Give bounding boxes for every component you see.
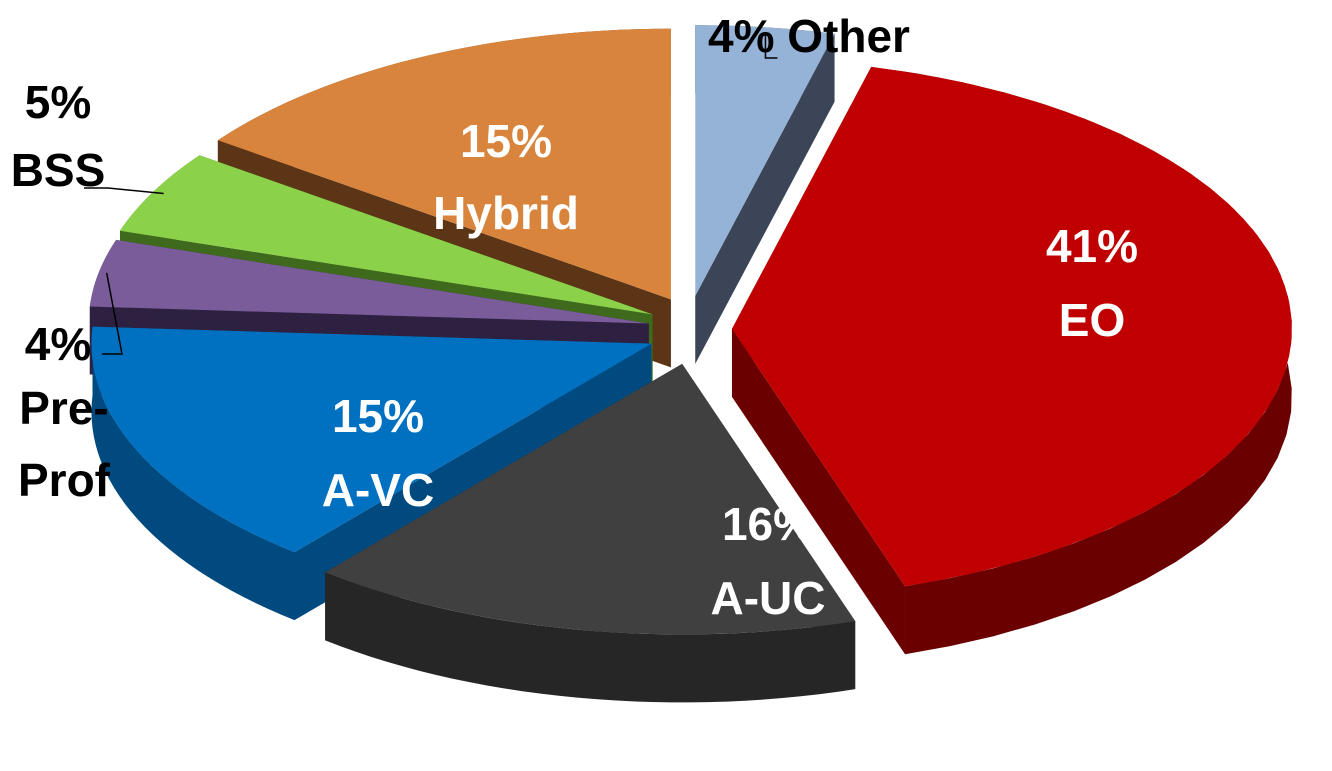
label-other: 4% Other xyxy=(708,10,910,62)
label-bss-value: 5% xyxy=(25,76,91,128)
leader-other xyxy=(764,33,778,59)
slice-side-a-uc xyxy=(325,572,856,703)
slice-wall-other-1 xyxy=(695,33,835,364)
slice-a-uc xyxy=(325,363,856,635)
label-hybrid-value: 15% xyxy=(460,115,552,167)
slice-hybrid xyxy=(217,28,671,300)
label-auc-value: 16% xyxy=(722,498,814,550)
pie-slice-tops xyxy=(89,25,1292,635)
slice-other xyxy=(695,25,835,296)
label-auc-name: A-UC xyxy=(711,572,826,624)
leader-lines xyxy=(84,33,778,355)
label-preprof-name-2: Prof xyxy=(18,454,111,506)
label-preprof-value: 4% xyxy=(25,318,91,370)
label-avc-value: 15% xyxy=(332,390,424,442)
label-hybrid-name: Hybrid xyxy=(433,187,579,239)
label-eo-value: 41% xyxy=(1046,220,1138,272)
slice-pre-prof xyxy=(89,239,649,324)
slice-a-vc xyxy=(91,326,652,553)
label-preprof-name-1: Pre- xyxy=(19,382,108,434)
slice-eo xyxy=(731,66,1292,587)
slice-bss xyxy=(119,155,653,315)
leader-bss xyxy=(84,187,164,195)
label-bss-name: BSS xyxy=(11,144,106,196)
slice-side-a-vc xyxy=(91,326,295,621)
label-avc-name: A-VC xyxy=(322,464,434,516)
leader-preprof xyxy=(102,272,123,355)
label-eo-name: EO xyxy=(1059,294,1125,346)
slice-wall-eo-1 xyxy=(731,328,906,655)
